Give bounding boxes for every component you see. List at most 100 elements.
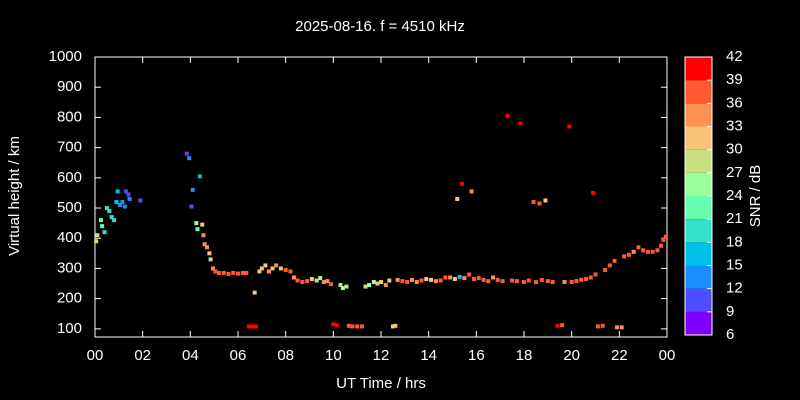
point	[414, 280, 419, 285]
point	[619, 325, 624, 330]
point	[100, 224, 105, 229]
y-tick-label: 200	[57, 290, 82, 307]
point	[200, 222, 205, 227]
point	[476, 276, 481, 281]
x-tick-label: 06	[230, 347, 247, 364]
point	[614, 325, 619, 330]
point	[104, 206, 109, 211]
point	[438, 278, 443, 283]
point	[295, 278, 300, 283]
point	[305, 279, 310, 284]
point	[595, 324, 600, 329]
x-tick-label: 00	[659, 347, 676, 364]
y-tick-label: 600	[57, 169, 82, 186]
point	[283, 267, 288, 272]
point	[607, 263, 612, 268]
point	[208, 257, 213, 262]
colorbar-segment	[685, 242, 712, 266]
point	[259, 266, 264, 271]
point	[371, 280, 376, 285]
x-tick-label: 20	[563, 347, 580, 364]
chart-title: 2025-08-16. f = 4510 kHz	[295, 18, 465, 35]
point	[95, 233, 100, 238]
point	[107, 209, 112, 214]
point	[346, 323, 351, 328]
point	[471, 277, 476, 282]
point	[481, 277, 486, 282]
point	[659, 243, 664, 248]
point	[387, 278, 392, 283]
colorbar-segment	[685, 80, 712, 104]
point	[274, 263, 279, 268]
colorbar-tick-label: 12	[726, 280, 743, 297]
point	[457, 274, 462, 279]
point	[244, 270, 249, 275]
point	[583, 277, 588, 282]
point	[102, 230, 107, 235]
point	[636, 245, 641, 250]
point	[567, 124, 572, 129]
point	[127, 196, 132, 201]
colorbar-segment	[685, 172, 712, 196]
point	[344, 284, 349, 289]
point	[189, 204, 194, 209]
point	[363, 284, 368, 289]
point	[114, 199, 119, 204]
point	[393, 323, 398, 328]
point	[409, 277, 414, 282]
point	[631, 249, 636, 254]
point	[383, 283, 388, 288]
point	[118, 203, 123, 208]
point	[250, 324, 255, 329]
point	[253, 324, 258, 329]
colorbar-tick-label: 21	[726, 210, 743, 227]
point	[579, 277, 584, 282]
point	[569, 280, 574, 285]
point	[460, 181, 465, 186]
point	[314, 278, 319, 283]
point	[207, 251, 212, 256]
point	[562, 280, 567, 285]
point	[138, 198, 143, 203]
colorbar-tick-label: 15	[726, 256, 743, 273]
point	[109, 215, 114, 220]
point	[292, 275, 297, 280]
colorbar-tick-label: 18	[726, 233, 743, 250]
point	[462, 276, 467, 281]
point	[543, 198, 548, 203]
point	[216, 270, 221, 275]
point	[270, 266, 275, 271]
point	[545, 279, 550, 284]
point	[533, 280, 538, 285]
point	[522, 280, 526, 285]
point	[443, 275, 448, 280]
point	[340, 286, 345, 291]
point	[400, 279, 405, 284]
x-axis-label: UT Time / hrs	[336, 375, 426, 392]
point	[539, 277, 544, 282]
colorbar-tick-label: 42	[726, 48, 743, 65]
colorbar-segment	[685, 149, 712, 173]
point	[555, 323, 560, 328]
y-tick-label: 700	[57, 139, 82, 156]
point	[518, 121, 523, 126]
y-tick-label: 100	[57, 320, 82, 337]
point	[190, 187, 195, 192]
point	[433, 279, 438, 284]
point	[375, 281, 380, 286]
point	[328, 282, 333, 287]
point	[514, 279, 519, 284]
x-tick-label: 10	[325, 347, 342, 364]
colorbar-tick-label: 24	[726, 187, 743, 204]
point	[379, 280, 383, 285]
x-tick-label: 14	[420, 347, 437, 364]
point	[505, 113, 510, 118]
colorbar-tick-label: 6	[726, 326, 734, 343]
point	[112, 218, 117, 223]
colorbar-segment	[685, 103, 712, 127]
point	[252, 290, 257, 295]
point	[266, 269, 271, 274]
point	[574, 279, 579, 284]
y-tick-label: 900	[57, 78, 82, 95]
